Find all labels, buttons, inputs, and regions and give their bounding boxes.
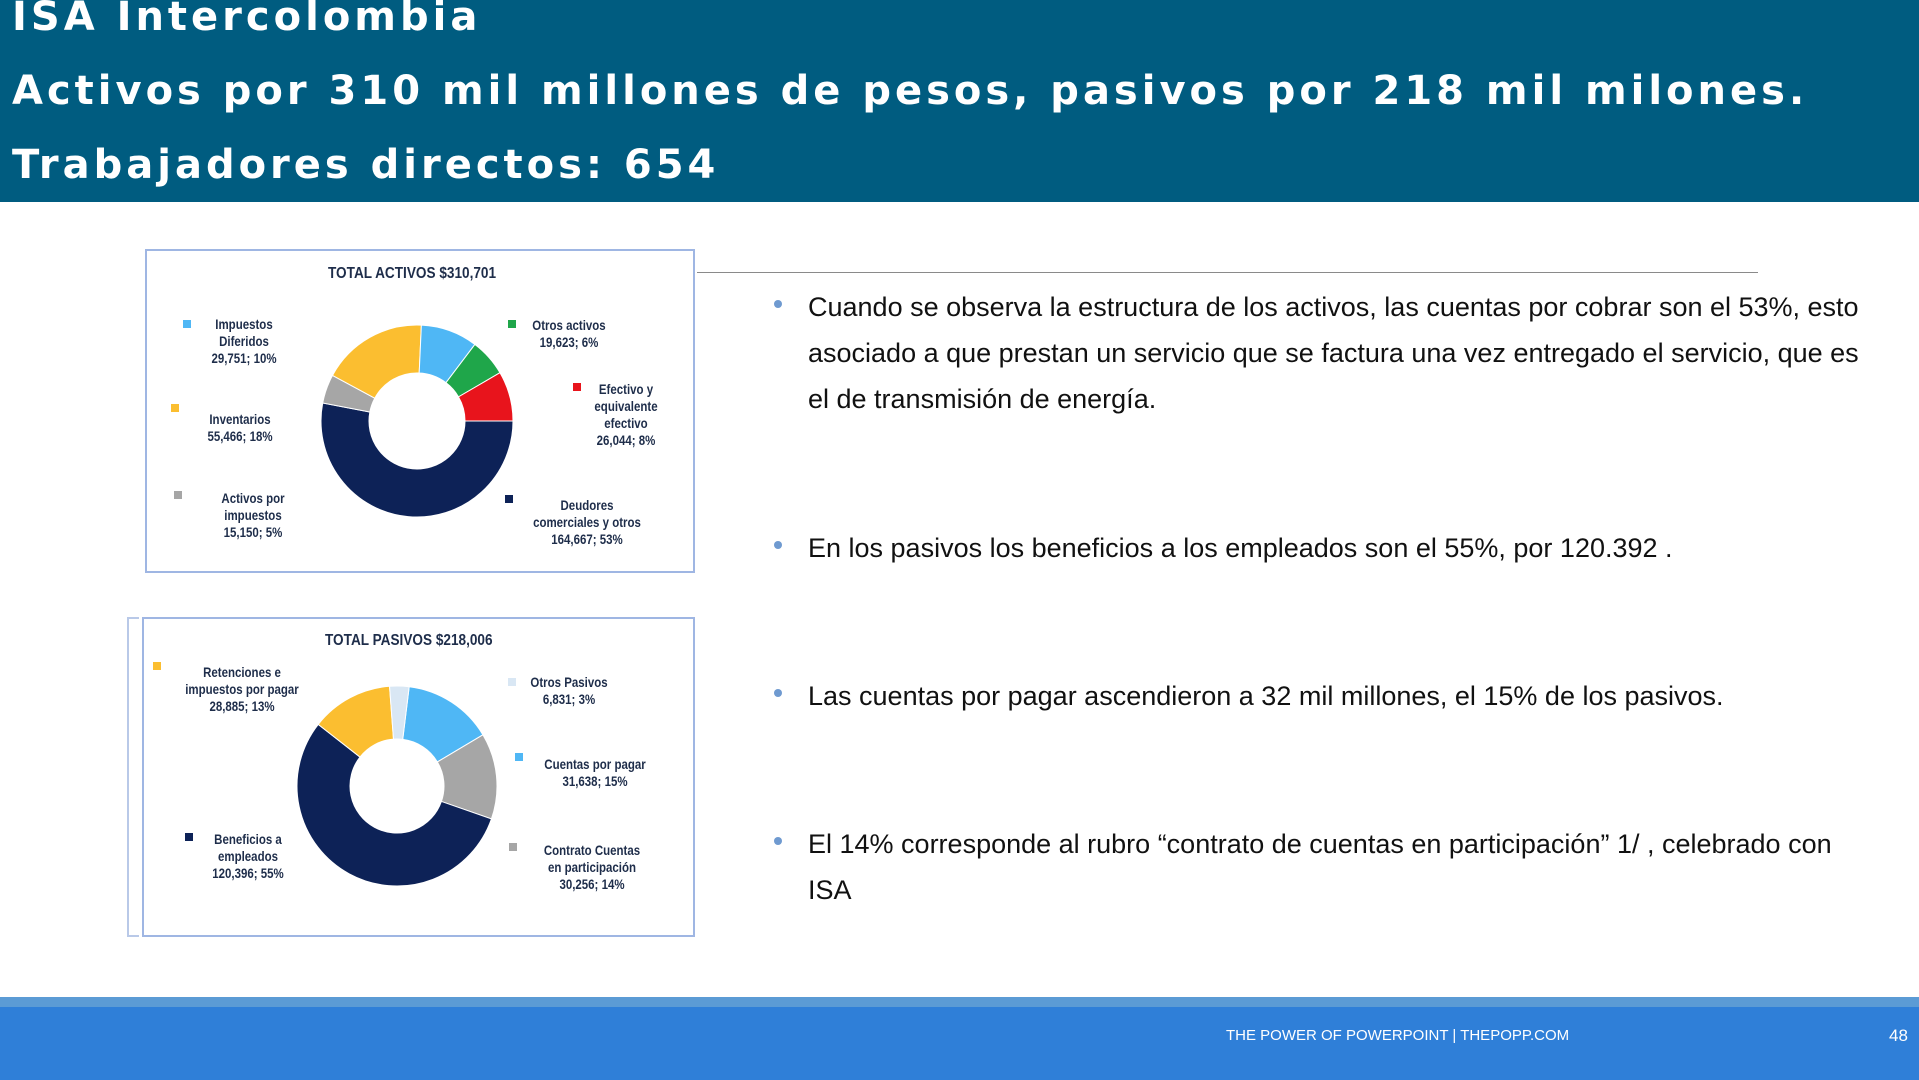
assets-slice-efectivo-y-equivalente-efectivo: [457, 372, 514, 422]
assets-chart-frame: [145, 249, 695, 573]
liabilities-donut-chart: [296, 685, 498, 887]
footer-accent-strip: [0, 997, 1919, 1007]
legend-swatch-otros-pasivos: [508, 678, 516, 686]
liabilities-chart-title: TOTAL PASIVOS $218,006: [325, 632, 493, 649]
bullet-employee-benefits: En los pasivos los beneficios a los empl…: [808, 533, 1673, 563]
title-banner: ISA Intercolombia Activos por 310 mil mi…: [0, 0, 1919, 202]
liabilities-slice-otros-pasivos: [389, 685, 410, 740]
assets-chart-title: TOTAL ACTIVOS $310,701: [328, 265, 497, 282]
legend-efectivo: Efectivo y equivalente efectivo 26,044; 8%: [594, 381, 658, 448]
separator-line: [697, 272, 1758, 273]
assets-slice-deudores-comerciales-y-otros: [320, 402, 514, 518]
legend-swatch-efectivo: [573, 383, 581, 391]
legend-swatch-beneficios: [185, 833, 193, 841]
bullet-dot-1: [774, 300, 782, 308]
liabilities-slice-beneficios-a-empleados: [296, 723, 493, 887]
legend-inventarios: Inventarios 55,466; 18%: [207, 411, 273, 444]
legend-deudores: Deudores comerciales y otros 164,667; 53%: [533, 497, 641, 547]
bullet-participation-contract: El 14% corresponde al rubro “contrato de…: [808, 829, 1832, 905]
title-workers: Trabajadores directos: 654: [12, 142, 720, 188]
footer-text: THE POWER OF POWERPOINT | THEPOPP.COM: [1226, 1027, 1570, 1044]
bullet-dot-4: [774, 837, 782, 845]
bullet-assets-structure: Cuando se observa la estructura de los a…: [808, 292, 1859, 414]
legend-swatch-cuentas-pagar: [515, 753, 523, 761]
legend-retenciones: Retenciones e impuestos por pagar 28,885; …: [185, 664, 299, 714]
title-assets-liabilities: Activos por 310 mil millones de pesos, p…: [12, 68, 1809, 114]
page-number: 48: [1889, 1026, 1908, 1045]
legend-swatch-activos-impuestos: [174, 491, 182, 499]
legend-impuestos-diferidos: Impuestos Diferidos 29,751; 10%: [211, 316, 277, 366]
legend-swatch-retenciones: [153, 662, 161, 670]
legend-otros-activos: Otros activos 19,623; 6%: [532, 317, 606, 350]
legend-cuentas-pagar: Cuentas por pagar 31,638; 15%: [544, 756, 646, 789]
footer-bar: [0, 1007, 1919, 1080]
legend-contrato-cuentas: Contrato Cuentas en participación 30,256; …: [543, 842, 641, 892]
bullet-dot-2: [774, 541, 782, 549]
title-company: ISA Intercolombia: [12, 0, 482, 40]
assets-donut-chart: [320, 324, 514, 518]
liabilities-frame-bracket: [127, 617, 139, 937]
legend-swatch-otros-activos: [508, 320, 516, 328]
legend-swatch-contrato-cuentas: [509, 843, 517, 851]
legend-otros-pasivos: Otros Pasivos 6,831; 3%: [530, 674, 608, 707]
bullet-dot-3: [774, 689, 782, 697]
bullet-accounts-payable: Las cuentas por pagar ascendieron a 32 m…: [808, 681, 1724, 711]
legend-activos-impuestos: Activos por impuestos 15,150; 5%: [221, 490, 285, 540]
legend-swatch-impuestos-diferidos: [183, 320, 191, 328]
legend-beneficios: Beneficios a empleados 120,396; 55%: [212, 831, 284, 881]
legend-swatch-inventarios: [171, 404, 179, 412]
legend-swatch-deudores: [505, 495, 513, 503]
